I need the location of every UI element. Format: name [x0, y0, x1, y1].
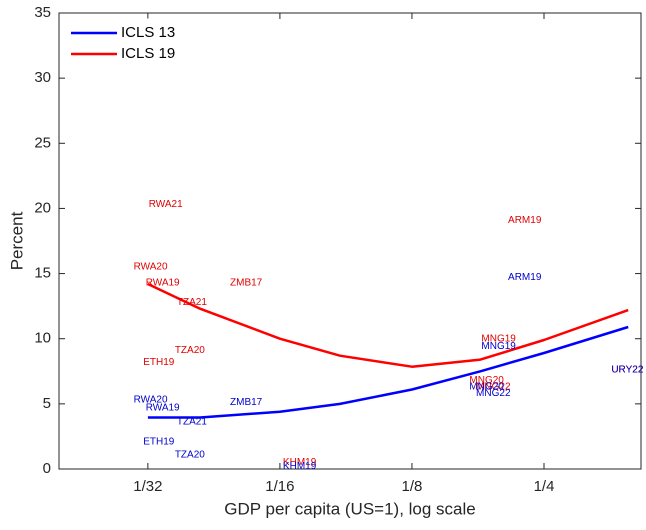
x-axis-label: GDP per capita (US=1), log scale — [224, 499, 476, 518]
point-label: RWA20 — [134, 395, 168, 406]
legend-label: ICLS 13 — [121, 24, 175, 41]
y-tick-label: 30 — [34, 69, 51, 86]
point-label: RWA21 — [149, 199, 183, 210]
series-line — [147, 282, 629, 368]
point-label: TZA20 — [175, 345, 205, 356]
point-label: ETH19 — [143, 436, 175, 447]
y-tick-label: 10 — [34, 330, 51, 347]
point-label: ARM19 — [508, 215, 542, 226]
point-label: TZA20 — [175, 449, 205, 460]
legend-box — [64, 18, 194, 70]
x-tick-label: 1/8 — [402, 478, 423, 495]
point-label: TZA21 — [177, 297, 207, 308]
point-label: MNG22 — [476, 382, 511, 393]
y-tick-label: 15 — [34, 265, 51, 282]
y-axis-label: Percent — [7, 211, 26, 270]
point-label: MNG20 — [469, 375, 504, 386]
point-label: RWA19 — [146, 402, 180, 413]
point-label: ZMB17 — [230, 277, 263, 288]
point-label: MNG20 — [469, 382, 504, 393]
point-label: KHM19 — [283, 461, 317, 472]
point-label: KHM19 — [283, 457, 317, 468]
y-tick-label: 0 — [43, 460, 51, 477]
x-tick-label: 1/32 — [133, 478, 162, 495]
series-line — [147, 325, 629, 419]
plot-frame — [58, 12, 642, 470]
point-label: MNG19 — [481, 341, 516, 352]
point-label: TZA21 — [177, 417, 207, 428]
x-tick-label: 1/4 — [534, 478, 555, 495]
point-label: ETH19 — [143, 357, 175, 368]
x-tick-label: 1/16 — [265, 478, 294, 495]
point-label: URY22 — [611, 365, 643, 376]
y-tick-label: 35 — [34, 4, 51, 21]
point-label: MNG19 — [481, 333, 516, 344]
point-label: RWA19 — [146, 277, 180, 288]
point-label: RWA20 — [134, 262, 168, 273]
point-label: ZMB17 — [230, 397, 263, 408]
point-label: MNG22 — [476, 388, 511, 399]
legend-label: ICLS 19 — [121, 45, 175, 62]
point-label: URY22 — [611, 365, 643, 376]
y-tick-label: 20 — [34, 199, 51, 216]
y-tick-label: 5 — [43, 395, 51, 412]
y-tick-label: 25 — [34, 134, 51, 151]
point-label: ARM19 — [508, 272, 542, 283]
